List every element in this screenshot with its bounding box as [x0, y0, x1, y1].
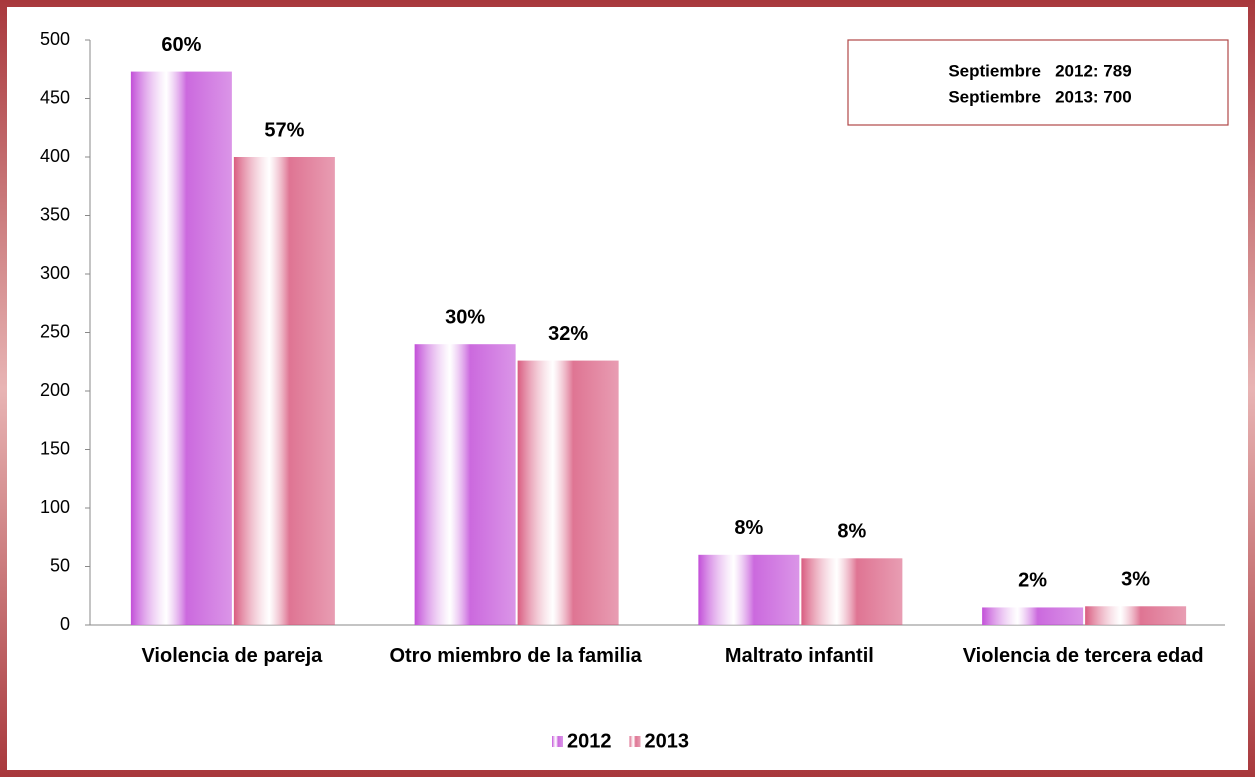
- y-tick-label: 0: [60, 614, 70, 634]
- annotation-box: [847, 39, 1229, 126]
- y-tick-label: 200: [40, 380, 70, 400]
- value-label: 30%: [445, 306, 485, 328]
- value-label: 3%: [1121, 569, 1150, 591]
- y-tick-label: 50: [50, 555, 70, 575]
- value-label: 57%: [264, 119, 304, 141]
- legend-swatch: [552, 736, 563, 747]
- y-tick-label: 500: [40, 29, 70, 49]
- annotation: Septiembre 2013: 700: [948, 87, 1131, 106]
- value-label: 8%: [837, 521, 866, 543]
- bar: [517, 360, 619, 625]
- value-label: 60%: [161, 34, 201, 56]
- bar: [130, 71, 232, 626]
- bar: [982, 607, 1084, 625]
- x-tick-label: Maltrato infantil: [725, 645, 874, 667]
- y-tick-label: 450: [40, 87, 70, 107]
- value-label: 32%: [548, 323, 588, 345]
- legend-label: 2012: [567, 730, 612, 752]
- bar: [414, 344, 516, 625]
- annotation: Septiembre 2012: 789: [948, 61, 1131, 80]
- x-tick-label: Otro miembro de la familia: [389, 645, 642, 667]
- y-tick-label: 250: [40, 321, 70, 341]
- value-label: 8%: [734, 517, 763, 539]
- y-tick-label: 300: [40, 263, 70, 283]
- x-tick-label: Violencia de tercera edad: [963, 645, 1204, 667]
- value-label: 2%: [1018, 570, 1047, 592]
- y-tick-label: 100: [40, 497, 70, 517]
- legend-swatch: [629, 736, 641, 747]
- bar: [801, 558, 903, 625]
- y-tick-label: 150: [40, 438, 70, 458]
- legend-label: 2013: [645, 730, 690, 752]
- bar: [233, 157, 335, 625]
- bar: [698, 554, 800, 625]
- x-tick-label: Violencia de pareja: [141, 645, 323, 667]
- y-tick-label: 400: [40, 146, 70, 166]
- y-tick-label: 350: [40, 204, 70, 224]
- bar: [1085, 606, 1187, 625]
